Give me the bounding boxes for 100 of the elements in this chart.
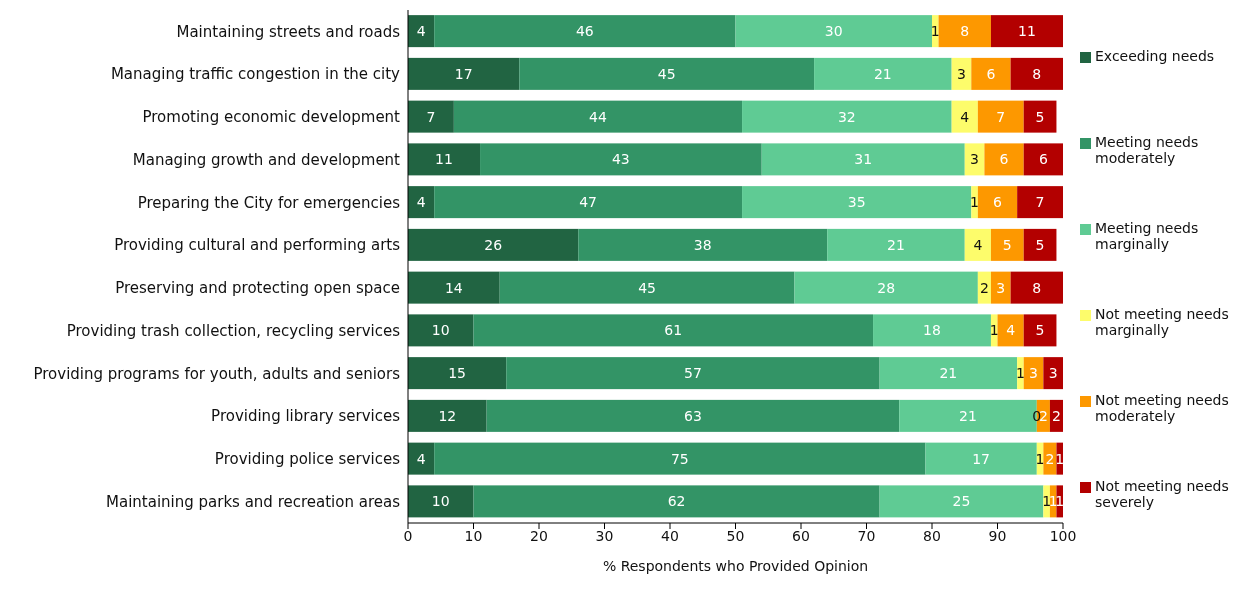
data-label: 3: [970, 151, 980, 168]
legend-label: Not meeting needs marginally: [1095, 306, 1230, 338]
data-label: 7: [426, 108, 436, 125]
y-tick-label: Providing cultural and performing arts: [114, 236, 401, 255]
legend-label: Meeting needs moderately: [1095, 134, 1200, 166]
data-label: 21: [887, 236, 905, 253]
bar: [925, 442, 1037, 475]
bar: [977, 100, 1024, 133]
bar: [742, 186, 972, 219]
data-label: 26: [484, 236, 503, 253]
bar: [977, 186, 1018, 219]
data-label: 35: [847, 194, 866, 211]
bar: [951, 100, 978, 133]
data-label: 1: [1035, 450, 1045, 467]
bar: [984, 143, 1024, 176]
bar: [879, 357, 1018, 390]
x-tick-label: 100: [1049, 527, 1077, 544]
data-label: 45: [657, 65, 676, 82]
y-tick-label: Providing trash collection, recycling services: [66, 321, 401, 340]
data-label: 3: [957, 65, 966, 82]
data-label: 38: [693, 236, 712, 253]
data-label: 1: [930, 23, 940, 40]
data-label: 43: [611, 151, 630, 168]
bar: [434, 186, 743, 219]
bar: [964, 228, 991, 261]
data-label: 61: [664, 322, 683, 339]
data-label: 8: [960, 23, 970, 40]
data-label: 11: [1018, 23, 1036, 40]
data-label: 6: [986, 65, 996, 82]
data-label: 10: [431, 493, 450, 510]
data-label: 8: [1032, 279, 1042, 296]
data-label: 6: [993, 194, 1003, 211]
data-label: 12: [438, 407, 457, 424]
x-tick-label: 30: [595, 527, 614, 544]
x-tick-label: 10: [464, 527, 483, 544]
legend-label: Exceeding needs: [1095, 48, 1215, 64]
bar: [1023, 314, 1057, 347]
x-tick-label: 0: [403, 527, 413, 544]
bar: [990, 15, 1063, 48]
bar: [990, 228, 1024, 261]
bar: [408, 143, 481, 176]
bar: [1023, 228, 1057, 261]
x-tick-label: 50: [726, 527, 745, 544]
bar: [794, 271, 978, 304]
bar: [1017, 357, 1024, 390]
bar: [1043, 485, 1050, 518]
y-tick-label: Providing programs for youth, adults and seniors: [33, 364, 401, 383]
data-label: 4: [960, 108, 970, 125]
bar: [971, 186, 978, 219]
data-label: 1: [1055, 493, 1065, 510]
y-tick-label: Preparing the City for emergencies: [137, 193, 401, 212]
bar: [1010, 271, 1063, 304]
bar: [408, 100, 454, 133]
data-label: 21: [959, 407, 977, 424]
data-label: 32: [837, 108, 856, 125]
bar: [473, 485, 880, 518]
bar: [873, 314, 991, 347]
data-label: 7: [996, 108, 1006, 125]
data-label: 4: [416, 23, 426, 40]
bar: [408, 314, 474, 347]
y-tick-label: Providing library services: [211, 407, 401, 426]
bar: [997, 314, 1024, 347]
y-tick-label: Maintaining streets and roads: [176, 22, 401, 41]
data-label: 2: [1051, 407, 1061, 424]
data-label: 21: [939, 365, 958, 382]
y-tick-label: Preserving and protecting open space: [115, 279, 400, 298]
bar: [408, 399, 487, 432]
y-tick-label: Managing growth and development: [132, 150, 401, 169]
data-label: 17: [972, 450, 991, 467]
data-label: 17: [454, 65, 473, 82]
data-label: 10: [431, 322, 450, 339]
bar: [578, 228, 828, 261]
bar: [1043, 357, 1063, 390]
data-label: 3: [1029, 365, 1038, 382]
y-tick-label: Promoting economic development: [142, 108, 401, 127]
data-label: 5: [1035, 236, 1045, 253]
data-label: 47: [579, 194, 598, 211]
x-tick-label: 20: [530, 527, 548, 544]
data-label: 44: [589, 108, 607, 125]
bar: [453, 100, 743, 133]
data-label: 1: [989, 322, 999, 339]
bar: [408, 15, 435, 48]
data-label: 1: [970, 194, 980, 211]
bar: [480, 143, 762, 176]
data-label: 4: [416, 450, 426, 467]
bar: [1056, 485, 1063, 518]
bar: [879, 485, 1044, 518]
bar: [1017, 186, 1063, 219]
data-label: 4: [973, 236, 983, 253]
data-label: 57: [684, 365, 702, 382]
legend-label: Not meeting needs moderately: [1095, 392, 1230, 424]
x-tick-label: 60: [792, 527, 810, 544]
bar: [742, 100, 952, 133]
bar: [473, 314, 874, 347]
data-label: 1: [1055, 450, 1065, 467]
data-label: 7: [1035, 194, 1045, 211]
bar: [1010, 57, 1063, 90]
y-tick-label: Managing traffic congestion in the city: [110, 65, 401, 84]
data-label: 5: [1002, 236, 1012, 253]
data-label: 30: [824, 23, 843, 40]
